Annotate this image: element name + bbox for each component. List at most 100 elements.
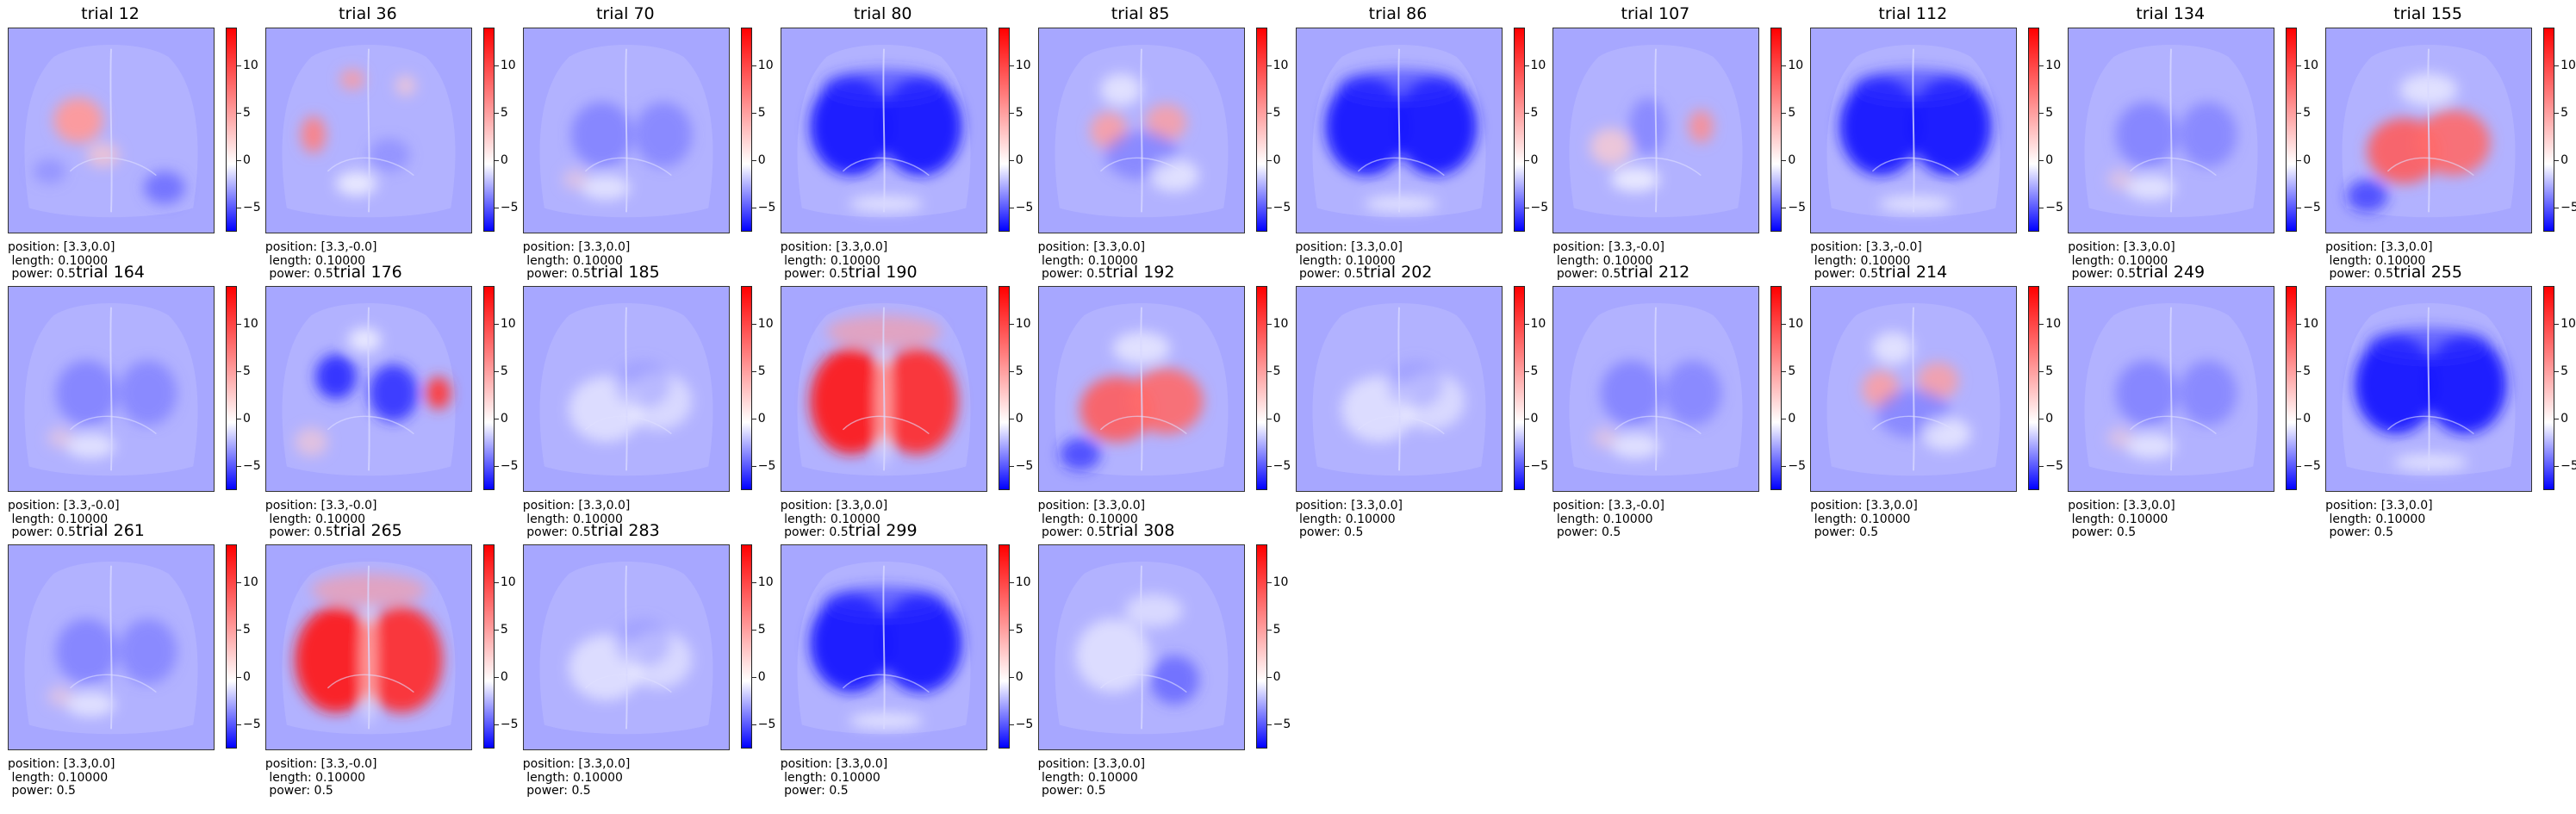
midline (1912, 48, 1915, 213)
heatmap-panel: trial 86 10 5 0 −5 position: [3.3,0.0] length… (1295, 4, 1548, 286)
colorbar-tick-label: 0 (1788, 412, 1796, 426)
colorbar-tick-mark (1524, 324, 1529, 326)
midline (1139, 307, 1143, 471)
stim-power: power: 0.5 (2325, 525, 2394, 539)
stim-info: position: [3.3,0.0] length: 0.10000 powe… (8, 240, 115, 282)
activation-blob (1909, 77, 1992, 176)
stim-position: position: [3.3,0.0] (1810, 499, 1918, 513)
stim-info: position: [3.3,0.0] length: 0.10000 powe… (522, 499, 631, 540)
colorbar-tick-mark (237, 630, 241, 631)
colorbar-tick-label: 10 (1015, 575, 1031, 590)
colorbar-tick-label: 10 (1272, 59, 1289, 73)
colorbar-tick-mark (1266, 630, 1272, 631)
colorbar-tick-label: −5 (1272, 201, 1291, 215)
colorbar-tick-label: −5 (2045, 459, 2063, 474)
colorbar-tick-label: −5 (1788, 459, 1807, 474)
vessel-line (584, 415, 672, 435)
panel-title: trial 12 (81, 4, 140, 23)
vessel-line (2130, 157, 2218, 177)
colorbar-tick-label: 5 (757, 623, 766, 637)
colorbar-tick-mark (2297, 466, 2302, 468)
midline (2169, 48, 2173, 213)
midline (367, 307, 370, 471)
stim-info: position: [3.3,0.0] length: 0.10000 powe… (523, 240, 631, 282)
activation-blob (2125, 175, 2175, 201)
activation-blob (613, 360, 672, 410)
activation-blob (1145, 103, 1186, 141)
colorbar-tick-label: 0 (1272, 670, 1281, 685)
activation-blob (2115, 102, 2178, 168)
stim-info: position: [3.3,0.0] length: 0.10000 powe… (8, 757, 115, 798)
activation-blob (65, 692, 115, 718)
colorbar-tick-mark (2039, 371, 2044, 373)
activation-blob (295, 606, 377, 713)
colorbar-tick-mark (1524, 65, 1529, 67)
colorbar-tick-mark (494, 724, 499, 726)
panel-title: trial 176 (333, 263, 402, 282)
stim-length: length: 0.10000 (522, 512, 623, 526)
heatmap-panel: trial 283 10 5 0 −5 position: [3.3,0.0] lengt… (522, 521, 775, 803)
stim-position: position: [3.3,0.0] (1037, 757, 1146, 771)
stim-power: power: 0.5 (264, 525, 333, 539)
stim-power: power: 0.5 (8, 267, 76, 281)
stim-power: power: 0.5 (1037, 525, 1106, 539)
colorbar-tick-label: 0 (2303, 153, 2312, 168)
colorbar-tick-label: 10 (243, 575, 258, 590)
colorbar-tick-mark (237, 324, 241, 326)
activation-blob (810, 348, 893, 455)
stim-position: position: [3.3,0.0] (522, 757, 631, 771)
colorbar-tick-label: 5 (2303, 106, 2312, 121)
stim-position: position: [3.3,0.0] (1037, 240, 1146, 254)
activation-blob (1324, 77, 1408, 176)
heatmap-image (1037, 286, 1245, 492)
stim-length: length: 0.10000 (1037, 770, 1138, 785)
activation-blob (1878, 196, 1953, 213)
colorbar-tick-mark (1782, 113, 1787, 115)
heatmap-panel: trial 308 10 5 0 −5 position: [3.3,0.0] lengt… (1037, 521, 1291, 803)
colorbar-tick-label: 0 (1530, 412, 1539, 426)
colorbar-tick-mark (1009, 582, 1014, 584)
colorbar-tick-mark (1009, 65, 1014, 67)
stim-info: position: [3.3,-0.0] length: 0.10000 pow… (1810, 240, 1922, 282)
panel-title: trial 265 (333, 521, 402, 540)
colorbar-tick-mark (1266, 324, 1272, 326)
colorbar-tick-label: 0 (757, 670, 766, 685)
vessel-line (842, 157, 930, 177)
colorbar-tick-label: 0 (500, 153, 508, 168)
stim-position: position: [3.3,-0.0] (264, 499, 377, 513)
colorbar-tick-label: 10 (757, 317, 774, 332)
midline (1654, 307, 1658, 471)
midline (1912, 307, 1915, 471)
activation-blob (2115, 360, 2178, 426)
colorbar (482, 286, 495, 490)
colorbar-tick-mark (2554, 113, 2560, 115)
colorbar (998, 286, 1010, 490)
activation-blob (2125, 433, 2175, 459)
activation-blob (53, 97, 103, 143)
colorbar-tick-label: 10 (1530, 59, 1546, 73)
colorbar-tick-mark (751, 630, 756, 631)
colorbar-tick-mark (2554, 371, 2560, 373)
colorbar-tick-label: 10 (1788, 59, 1804, 73)
heatmap-panel: trial 164 10 5 0 −5 position: [3.3,-0.0] leng… (8, 263, 261, 544)
colorbar-tick-mark (1266, 160, 1272, 162)
colorbar-tick-mark (494, 371, 499, 373)
heatmap-panel: trial 85 10 5 0 −5 position: [3.3,0.0] length… (1037, 4, 1291, 286)
colorbar (2286, 28, 2298, 232)
activation-blob (1918, 362, 1959, 400)
activation-blob (1872, 332, 1914, 365)
panel-title: trial 134 (2136, 4, 2206, 23)
heatmap-panel: trial 107 10 5 0 −5 position: [3.3,-0.0] leng… (1552, 4, 1806, 286)
activation-blob (339, 69, 365, 90)
colorbar (2028, 286, 2040, 490)
stim-power: power: 0.5 (8, 784, 76, 798)
stim-length: length: 0.10000 (264, 512, 366, 526)
colorbar-tick-mark (751, 160, 756, 162)
colorbar-tick-label: 10 (1015, 59, 1031, 73)
colorbar-tick-label: 10 (243, 59, 258, 73)
heatmap-panel: trial 112 10 5 0 −5 position: [3.3,-0.0] leng… (1810, 4, 2063, 286)
stim-info: position: [3.3,0.0] length: 0.10000 powe… (1037, 499, 1146, 540)
activation-blob (368, 138, 410, 171)
colorbar (1770, 28, 1783, 232)
